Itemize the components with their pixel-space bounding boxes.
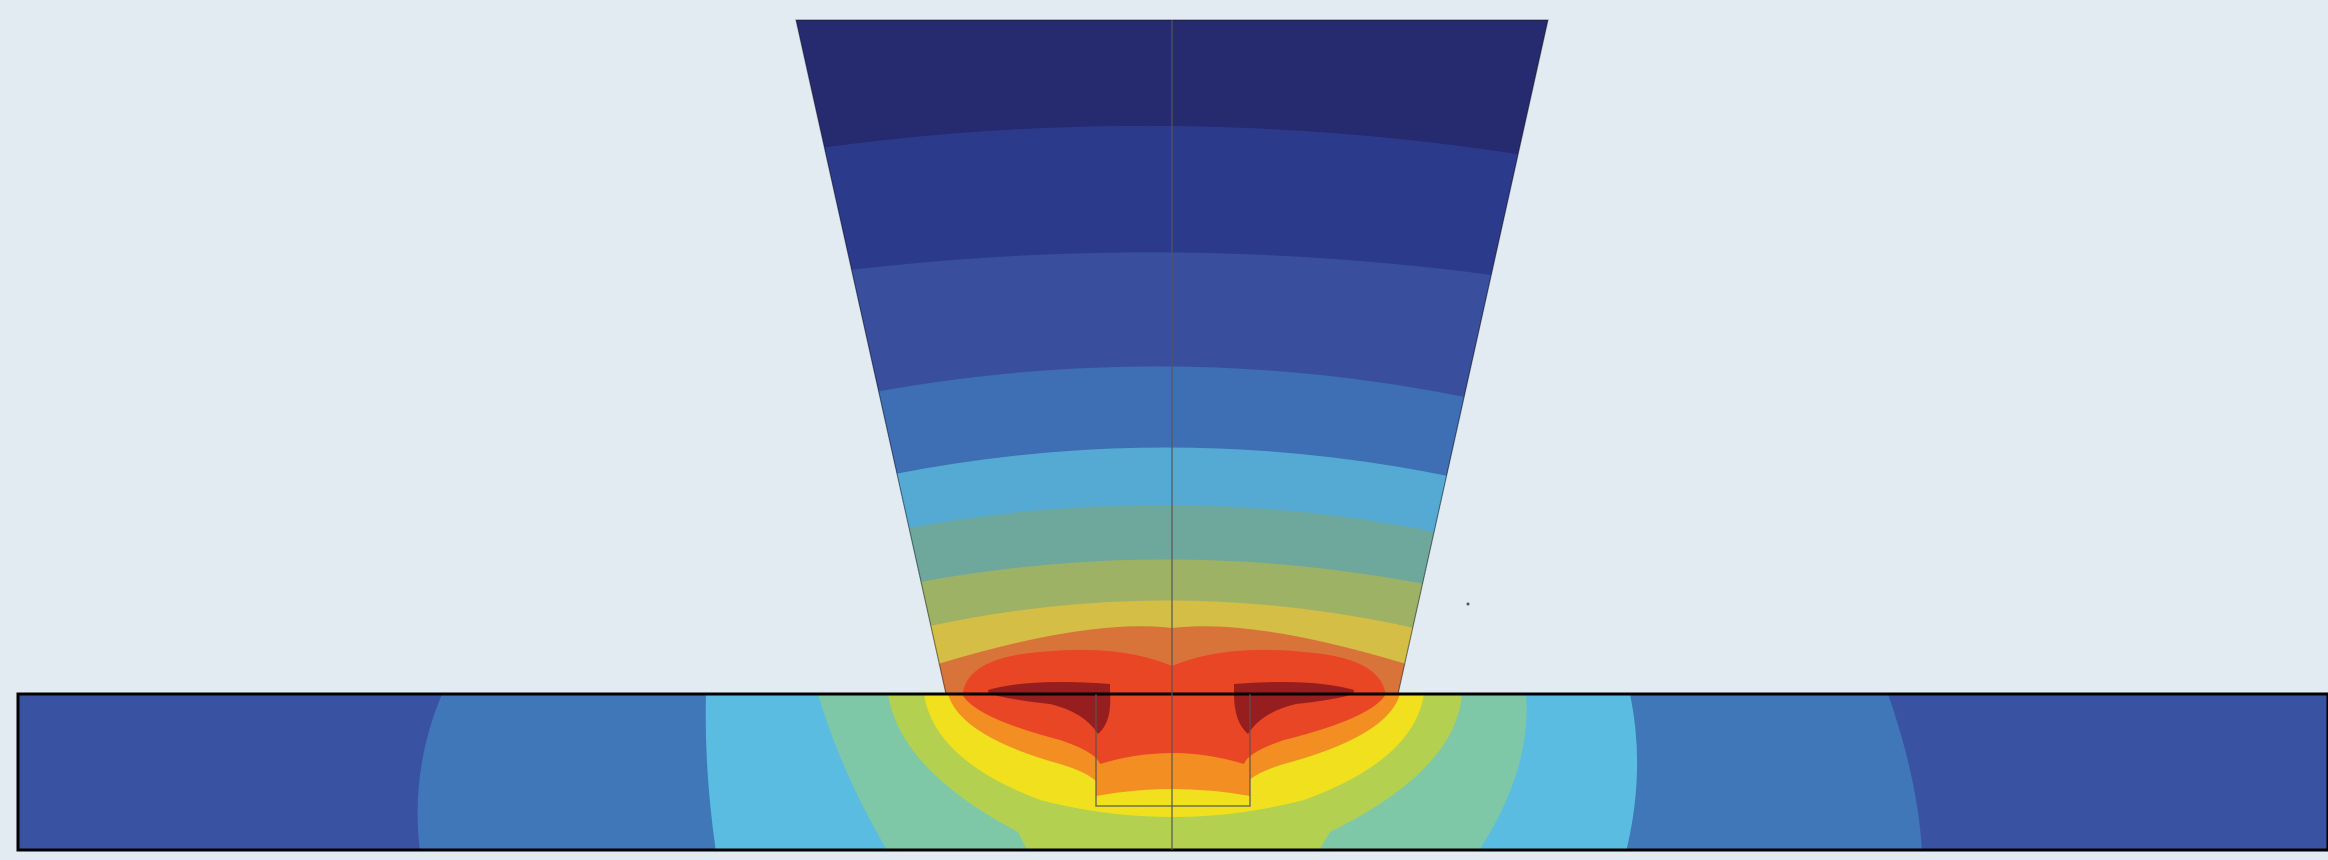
plate-band-8 <box>962 694 1386 764</box>
stray-mark <box>1466 602 1470 606</box>
base-plate-outline <box>16 692 2328 852</box>
outline-lines <box>16 19 2328 852</box>
base-plate-contours <box>18 694 2328 850</box>
hotspot-right-lower <box>1234 694 1354 734</box>
plate-band-9 <box>1096 770 1250 796</box>
hotspot-left-upper <box>988 682 1110 694</box>
hotspot-right-upper <box>1234 682 1354 694</box>
hotspot-left-lower <box>990 694 1111 734</box>
plate-band-10 <box>1096 789 1250 806</box>
upper-member-contours <box>796 20 1548 694</box>
weld-box-outline <box>1095 694 1251 807</box>
